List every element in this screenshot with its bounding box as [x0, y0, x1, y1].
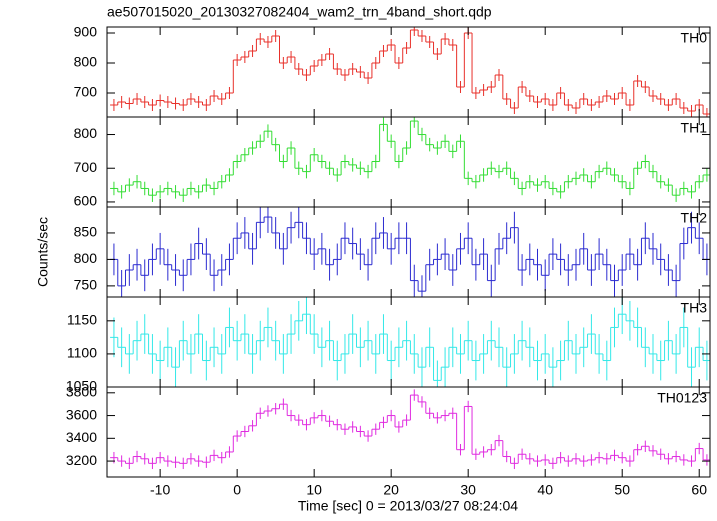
x-tick-label: 20 [383, 482, 399, 498]
y-tick-label: 800 [74, 250, 98, 266]
y-axis-label: Counts/sec [35, 217, 51, 287]
y-tick-label: 3600 [66, 406, 97, 422]
x-tick-label: 0 [233, 482, 241, 498]
y-tick-label: 850 [74, 224, 98, 240]
panel-frame [106, 296, 711, 388]
y-tick-label: 1150 [67, 312, 97, 328]
x-tick-label: 30 [460, 482, 476, 498]
panel-plot [110, 297, 710, 387]
y-tick-label: 900 [74, 24, 98, 40]
x-tick-label: 40 [537, 482, 553, 498]
panel-label: TH3 [681, 300, 708, 316]
y-tick-label: 800 [74, 54, 98, 70]
y-tick-label: 800 [74, 125, 98, 141]
x-tick-label: 10 [306, 482, 322, 498]
x-axis-label: Time [sec] 0 = 2013/03/27 08:24:04 [298, 498, 518, 514]
panel-frame [106, 26, 711, 118]
panel-frame [106, 386, 711, 478]
x-tick-label: -10 [150, 482, 170, 498]
y-tick-label: 1050 [66, 378, 97, 394]
panel-plot [110, 207, 710, 297]
panel-frame [106, 116, 711, 208]
y-tick-label: 3800 [66, 384, 97, 400]
panel-plot [110, 117, 710, 202]
x-tick-label: 50 [614, 482, 630, 498]
panel-frame [106, 206, 711, 298]
y-tick-label: 1100 [67, 345, 97, 361]
panel-label: TH1 [681, 120, 708, 136]
y-tick-label: 3400 [66, 429, 97, 445]
x-tick-label: 60 [691, 482, 707, 498]
panel-label: TH0 [681, 30, 708, 46]
panel-label: TH0123 [657, 390, 707, 406]
y-tick-label: 3200 [66, 452, 97, 468]
y-tick-label: 750 [74, 277, 98, 293]
panel-plot [110, 389, 710, 470]
y-tick-label: 600 [74, 193, 98, 209]
y-tick-label: 700 [74, 84, 98, 100]
chart-title: ae507015020_20130327082404_wam2_trn_4ban… [107, 4, 492, 20]
panel-label: TH2 [681, 210, 708, 226]
y-tick-label: 700 [74, 159, 98, 175]
panel-plot [110, 27, 710, 117]
